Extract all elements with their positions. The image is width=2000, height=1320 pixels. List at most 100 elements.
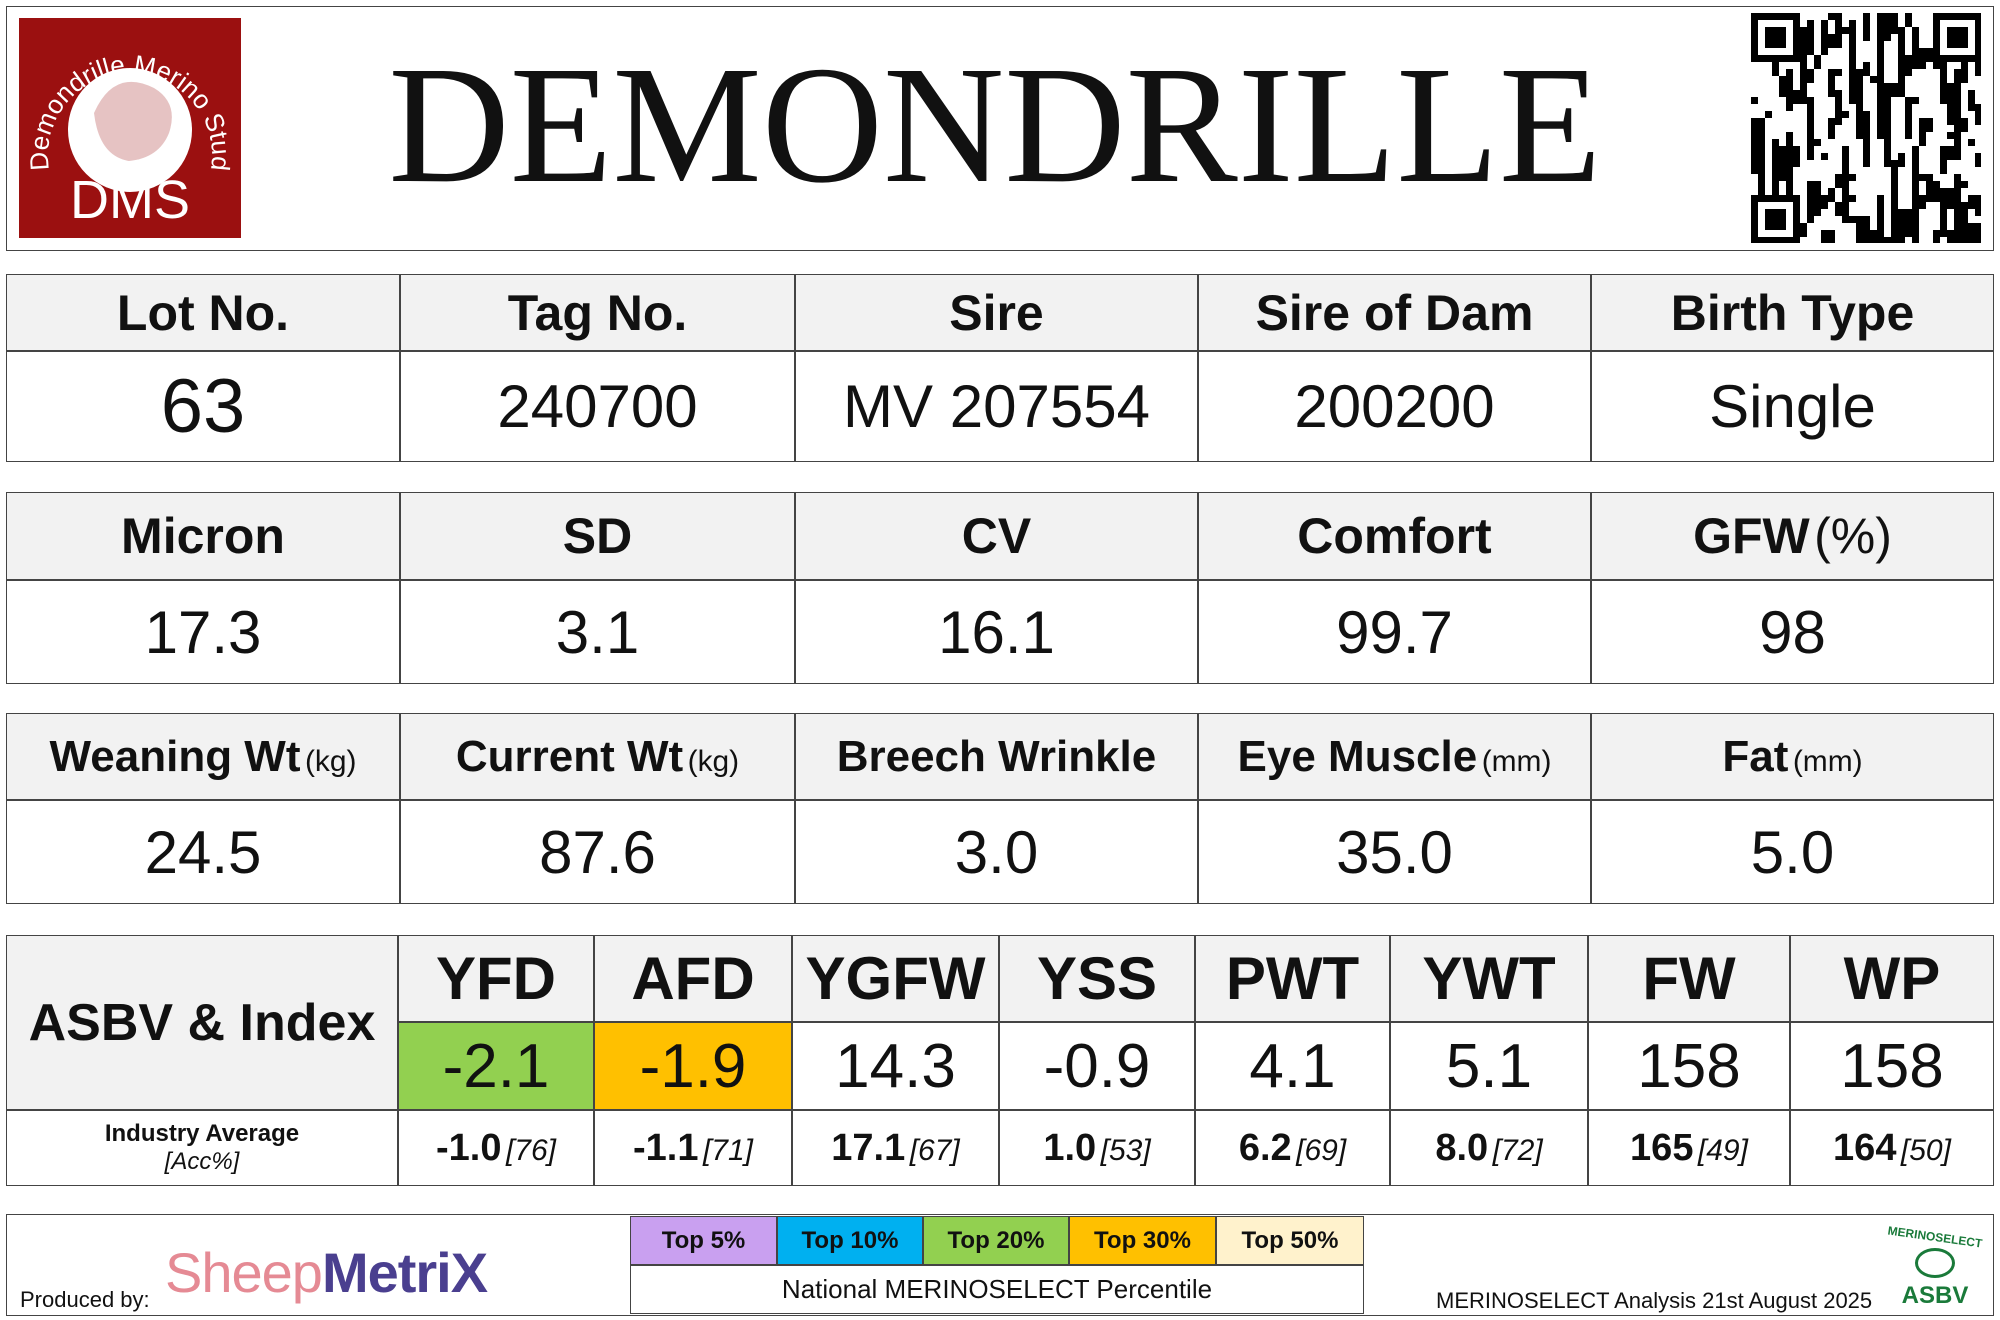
header-unit: (mm) xyxy=(1792,744,1863,778)
trait: YGFW xyxy=(805,945,986,1012)
value: 240700 xyxy=(497,373,698,440)
average-cell: 6.2 [69] xyxy=(1195,1110,1390,1186)
value: 3.0 xyxy=(954,818,1039,886)
value-cell: 3.1 xyxy=(400,580,795,684)
average-cell: 164 [50] xyxy=(1790,1110,1994,1186)
header-label: Birth Type xyxy=(1670,284,1915,341)
average-acc: [76] xyxy=(505,1133,556,1167)
header-cell: Weaning Wt (kg) xyxy=(6,713,400,800)
brand: SheepMetriX xyxy=(165,1240,488,1305)
value-cell: 240700 xyxy=(400,351,795,462)
percentile-swatch: Top 20% xyxy=(923,1216,1069,1265)
percentile-label: Top 30% xyxy=(1094,1226,1191,1254)
footer-box xyxy=(6,1214,1994,1316)
header-text: Weaning Wt (kg) xyxy=(50,732,357,782)
value: 24.5 xyxy=(144,818,262,886)
trait: AFD xyxy=(631,945,755,1012)
average-cell: -1.1 [71] xyxy=(594,1110,792,1186)
percentile-swatch: Top 50% xyxy=(1216,1216,1364,1265)
value-cell: 200200 xyxy=(1198,351,1591,462)
header-cell: GFW (%) xyxy=(1591,492,1994,580)
header-cell: Breech Wrinkle xyxy=(795,713,1198,800)
header-cell: Comfort xyxy=(1198,492,1591,580)
header-label: Current Wt xyxy=(455,731,684,781)
value-cell: 5.0 xyxy=(1591,800,1994,904)
average-value: 164 xyxy=(1833,1126,1897,1169)
header-label: Weaning Wt xyxy=(49,731,301,781)
average-value: 6.2 xyxy=(1238,1126,1292,1169)
trait-cell: FW xyxy=(1588,935,1790,1022)
header-cell: Tag No. xyxy=(400,274,795,351)
industry-cell: Industry Average [Acc%] xyxy=(6,1110,398,1186)
header-box xyxy=(6,6,1994,251)
trait-cell: PWT xyxy=(1195,935,1390,1022)
average-value: -1.1 xyxy=(633,1126,699,1169)
badge-ring xyxy=(1915,1248,1955,1278)
average-value: 8.0 xyxy=(1435,1126,1489,1169)
header-cell: SD xyxy=(400,492,795,580)
qr-code xyxy=(1751,13,1981,243)
value: 35.0 xyxy=(1336,818,1453,886)
asbv-value-cell: -2.1 xyxy=(398,1022,594,1110)
trait: WP xyxy=(1843,945,1941,1012)
asbv-value: 4.1 xyxy=(1249,1031,1336,1101)
logo-initials: DMS xyxy=(70,170,190,230)
header-text: CV xyxy=(962,507,1031,565)
average-cell: 17.1 [67] xyxy=(792,1110,999,1186)
average-cell: 1.0 [53] xyxy=(999,1110,1195,1186)
average-text: 17.1 [67] xyxy=(831,1127,959,1170)
average-acc: [72] xyxy=(1492,1133,1543,1167)
header-cell: Lot No. xyxy=(6,274,400,351)
analysis: MERINOSELECT Analysis 21st August 2025 xyxy=(1436,1288,1873,1313)
average-value: -1.0 xyxy=(436,1126,502,1169)
value-cell: 87.6 xyxy=(400,800,795,904)
asbv-value-cell: 4.1 xyxy=(1195,1022,1390,1110)
value-cell: 24.5 xyxy=(6,800,400,904)
asbv-title-cell: ASBV & Index xyxy=(6,935,398,1110)
average-value: 165 xyxy=(1630,1126,1694,1169)
trait-cell: AFD xyxy=(594,935,792,1022)
header-cell: CV xyxy=(795,492,1198,580)
asbv-value: -0.9 xyxy=(1043,1031,1151,1101)
asbv-value: 14.3 xyxy=(835,1031,956,1101)
stud-logo: Demondrille Merino Stud DMS xyxy=(19,18,241,238)
header-label: Eye Muscle xyxy=(1237,731,1478,781)
header-text: GFW (%) xyxy=(1693,507,1892,565)
value-cell: 16.1 xyxy=(795,580,1198,684)
header-unit: (kg) xyxy=(687,744,740,778)
percentile-swatch: Top 5% xyxy=(630,1216,777,1265)
header-unit: (mm) xyxy=(1481,744,1552,778)
title: DEMONDRILLE xyxy=(388,32,1602,218)
value: Single xyxy=(1709,373,1876,440)
header-unit: (kg) xyxy=(304,744,357,778)
header-label: GFW xyxy=(1693,508,1810,564)
asbv-value: 158 xyxy=(1637,1031,1741,1101)
percentile-swatch: Top 30% xyxy=(1069,1216,1216,1265)
asbv-value: 5.1 xyxy=(1445,1031,1533,1101)
trait-cell: WP xyxy=(1790,935,1994,1022)
percentile-label: Top 10% xyxy=(801,1226,899,1254)
asbv-value-cell: 14.3 xyxy=(792,1022,999,1110)
percentile-label: Top 5% xyxy=(661,1226,746,1254)
trait: YSS xyxy=(1036,945,1158,1012)
value-cell: 3.0 xyxy=(795,800,1198,904)
header-unit: (%) xyxy=(1814,508,1892,564)
header-label: Sire of Dam xyxy=(1255,284,1534,341)
value: 5.0 xyxy=(1750,818,1835,886)
value: 16.1 xyxy=(938,598,1055,666)
value-cell: 17.3 xyxy=(6,580,400,684)
value-cell: 98 xyxy=(1591,580,1994,684)
asbv-title: ASBV & Index xyxy=(28,993,376,1052)
average-cell: 8.0 [72] xyxy=(1390,1110,1588,1186)
value-cell: Single xyxy=(1591,351,1994,462)
average-acc: [50] xyxy=(1900,1133,1951,1167)
percentile-label: Top 20% xyxy=(947,1226,1045,1254)
average-acc: [53] xyxy=(1100,1133,1151,1167)
header-label: Lot No. xyxy=(116,284,290,341)
acc-label: [Acc%] xyxy=(164,1148,240,1175)
header-cell: Eye Muscle (mm) xyxy=(1198,713,1591,800)
header-text: Eye Muscle (mm) xyxy=(1238,732,1552,782)
average-text: 6.2 [69] xyxy=(1239,1127,1346,1170)
asbv-value-cell: -1.9 xyxy=(594,1022,792,1110)
